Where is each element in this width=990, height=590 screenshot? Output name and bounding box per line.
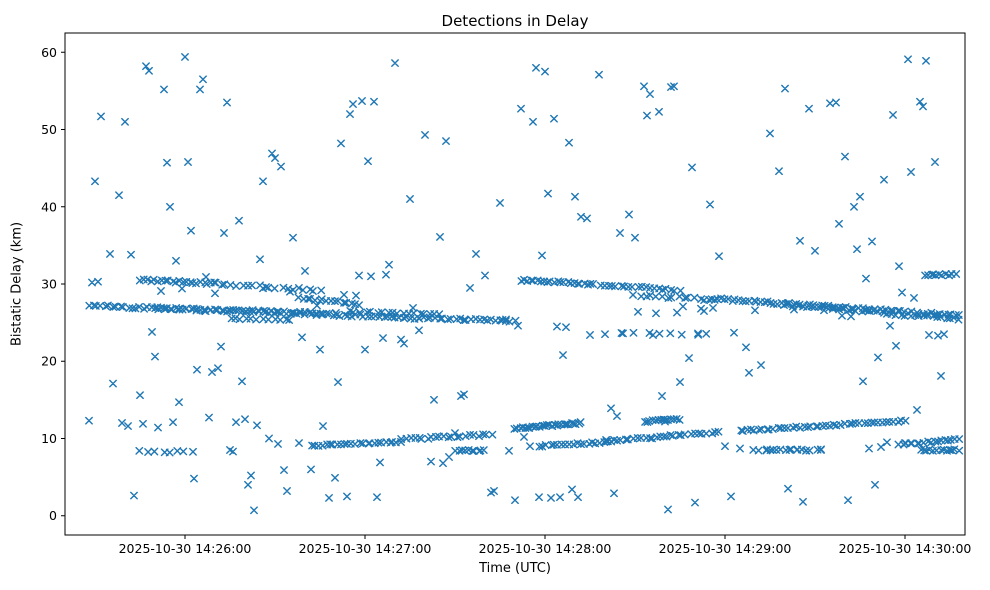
- x-tick-label: 2025-10-30 14:26:00: [119, 541, 252, 556]
- x-tick-label: 2025-10-30 14:28:00: [479, 541, 612, 556]
- chart-title: Detections in Delay: [441, 12, 589, 30]
- y-tick-label: 40: [41, 199, 57, 214]
- y-tick-label: 30: [41, 277, 57, 292]
- y-tick-label: 20: [41, 354, 57, 369]
- x-axis-label: Time (UTC): [479, 561, 551, 576]
- x-tick-label: 2025-10-30 14:29:00: [659, 541, 792, 556]
- x-tick-label: 2025-10-30 14:30:00: [839, 541, 972, 556]
- y-tick-label: 60: [41, 45, 57, 60]
- y-tick-label: 50: [41, 122, 57, 137]
- y-tick-label: 10: [41, 431, 57, 446]
- scatter-points: [85, 53, 964, 515]
- y-tick-label: 0: [49, 508, 57, 523]
- plot-frame: [64, 32, 966, 536]
- axis-ticks: [61, 51, 906, 539]
- y-axis-label: Bistatic Delay (km): [9, 221, 25, 347]
- x-tick-label: 2025-10-30 14:27:00: [299, 541, 432, 556]
